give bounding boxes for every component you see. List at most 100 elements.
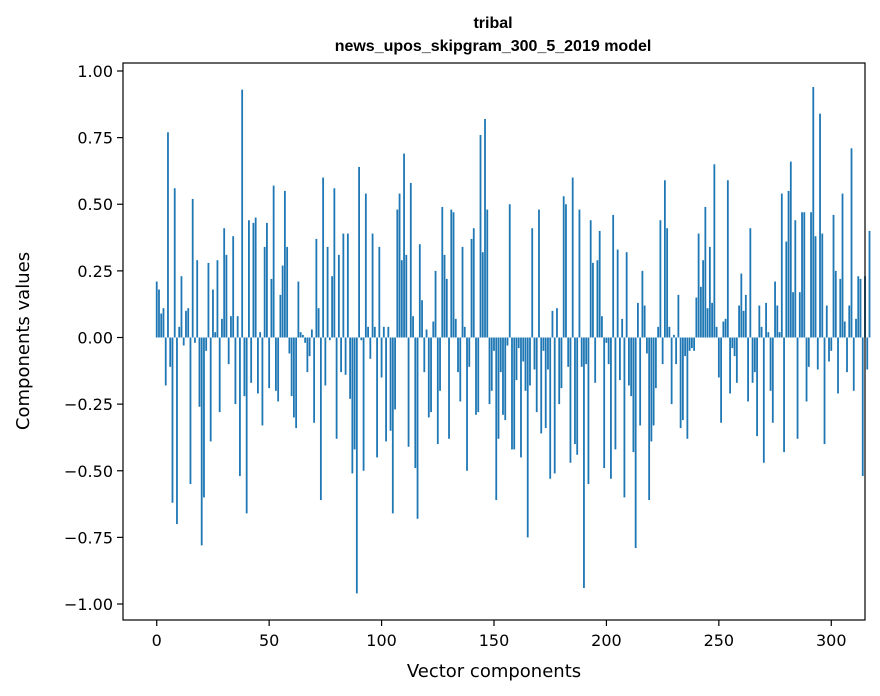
bar-162: [520, 337, 522, 458]
bar-4: [164, 337, 167, 386]
bar-83: [342, 233, 345, 338]
bar-226: [663, 180, 666, 338]
bar-209: [625, 252, 628, 338]
x-axis-label: Vector components: [407, 661, 581, 682]
bar-92: [362, 337, 365, 471]
bar-148: [488, 337, 491, 405]
bar-244: [704, 206, 707, 338]
bar-193: [589, 220, 592, 338]
x-tick-label-300: 300: [816, 631, 847, 650]
bar-292: [812, 86, 815, 338]
bar-301: [832, 214, 835, 338]
bar-126: [439, 337, 441, 391]
bar-34: [232, 236, 235, 338]
bar-212: [632, 337, 635, 453]
bar-17: [194, 337, 196, 343]
bar-312: [857, 276, 860, 338]
bar-73: [319, 337, 322, 501]
bar-24: [209, 337, 212, 442]
bar-45: [257, 337, 259, 394]
bar-170: [538, 209, 540, 338]
bar-71: [315, 238, 318, 338]
bar-284: [794, 220, 797, 338]
bar-308: [848, 305, 851, 338]
bar-290: [807, 337, 810, 367]
y-axis-label: Components values: [13, 252, 34, 430]
y-tick-label-7: 0.75: [77, 129, 113, 148]
bar-272: [767, 332, 770, 338]
bar-179: [558, 337, 561, 405]
bar-197: [598, 230, 601, 338]
bar-115: [414, 337, 417, 469]
bar-77: [328, 337, 331, 341]
bar-276: [776, 305, 779, 338]
bar-303: [837, 337, 839, 394]
bar-214: [637, 302, 639, 338]
bar-7: [171, 337, 174, 503]
bar-149: [490, 337, 493, 391]
bar-99: [378, 246, 381, 338]
bar-120: [425, 329, 428, 338]
bar-55: [279, 294, 282, 338]
bar-63: [297, 281, 300, 338]
bar-156: [506, 337, 509, 346]
bar-297: [823, 337, 826, 445]
bar-186: [574, 337, 576, 445]
bar-198: [601, 316, 603, 338]
bar-240: [695, 297, 698, 338]
chart-title: tribal: [473, 15, 512, 32]
bar-205: [616, 249, 619, 338]
bar-123: [432, 321, 435, 338]
bar-75: [324, 337, 327, 386]
bar-225: [661, 337, 664, 365]
bar-108: [398, 193, 401, 338]
bar-65: [301, 334, 304, 338]
bar-265: [751, 337, 754, 383]
bar-43: [252, 222, 255, 338]
bar-213: [634, 337, 637, 549]
bar-154: [502, 337, 504, 415]
bar-259: [738, 305, 740, 338]
bar-232: [677, 294, 680, 338]
bar-36: [236, 316, 239, 338]
bar-38: [241, 89, 244, 338]
bar-33: [230, 316, 232, 338]
bar-204: [614, 337, 617, 450]
bar-285: [796, 337, 799, 439]
bar-124: [434, 270, 437, 338]
bar-116: [416, 337, 419, 519]
bar-137: [463, 326, 466, 338]
bar-268: [758, 305, 761, 338]
bar-143: [477, 337, 480, 413]
bar-255: [729, 337, 731, 394]
bar-129: [445, 278, 448, 338]
bar-289: [805, 337, 808, 402]
bar-117: [418, 244, 421, 338]
bar-250: [717, 337, 720, 378]
bar-11: [180, 276, 183, 338]
bar-16: [191, 198, 194, 338]
bar-188: [578, 209, 581, 338]
bar-267: [756, 337, 758, 437]
bar-87: [351, 337, 354, 474]
bar-41: [248, 220, 250, 338]
bar-64: [299, 332, 302, 338]
bar-84: [344, 337, 347, 375]
bar-76: [326, 246, 329, 338]
bar-14: [187, 308, 190, 338]
bar-57: [283, 190, 286, 338]
bar-1: [158, 289, 160, 338]
y-tick-label-5: 0.25: [77, 262, 113, 281]
bar-235: [684, 337, 687, 357]
bar-146: [484, 118, 486, 338]
bar-264: [749, 228, 752, 338]
bar-304: [839, 278, 842, 338]
bar-280: [785, 241, 788, 338]
bar-95: [369, 337, 372, 359]
bar-142: [475, 337, 477, 415]
bar-172: [542, 337, 545, 351]
bar-152: [497, 337, 500, 439]
bar-35: [234, 337, 237, 405]
bar-252: [722, 321, 725, 338]
